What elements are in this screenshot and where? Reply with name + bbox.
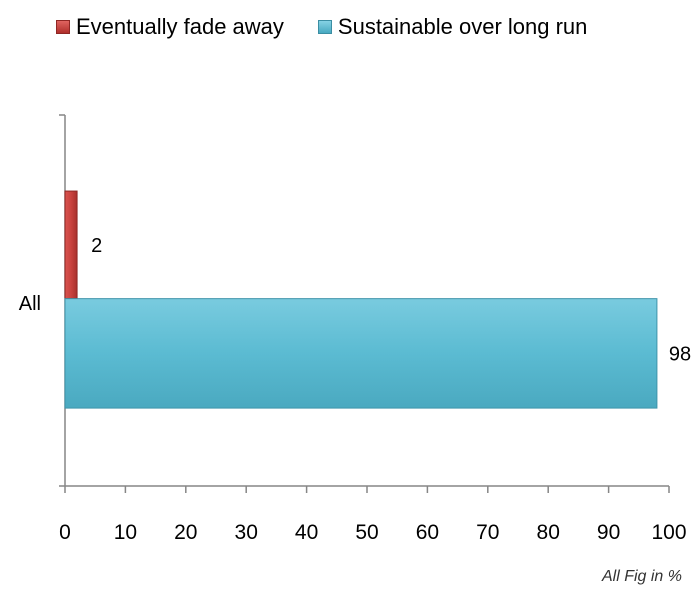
x-tick-label: 10 [114,521,137,544]
legend-swatch-fade-away [56,20,70,34]
labels: All 2 98 [19,235,691,366]
x-tick-label: 60 [416,521,439,544]
legend-item-fade-away: Eventually fade away [56,14,284,40]
legend-label-sustainable: Sustainable over long run [337,14,588,39]
category-label: All [19,293,41,315]
data-label: 2 [91,235,102,257]
x-tick-label: 80 [537,521,560,544]
legend: Eventually fade away Sustainable over lo… [56,14,621,40]
x-tick-label: 20 [174,521,197,544]
x-tick-label: 40 [295,521,318,544]
x-tick-label: 100 [651,521,686,544]
legend-label-fade-away: Eventually fade away [76,14,284,39]
x-tick-label: 70 [476,521,499,544]
x-tick-label: 90 [597,521,620,544]
legend-item-sustainable: Sustainable over long run [317,14,588,40]
data-label: 98 [669,343,691,365]
x-tick-label: 30 [235,521,258,544]
bars [64,190,658,409]
x-tick-label: 0 [59,521,71,544]
bar [64,298,658,409]
bar [64,190,78,300]
footnote: All Fig in % [601,568,682,585]
x-tick-label: 50 [355,521,378,544]
legend-swatch-sustainable [317,20,332,34]
